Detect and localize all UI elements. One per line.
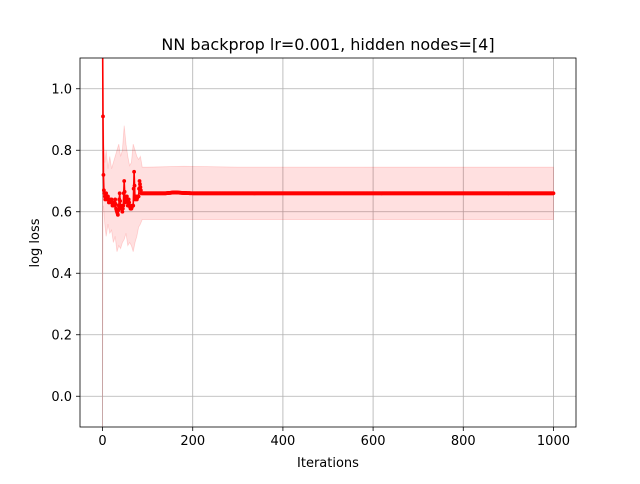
series-point bbox=[126, 197, 131, 202]
series-point bbox=[124, 194, 129, 199]
series-point bbox=[132, 183, 137, 188]
y-tick-label: 0.8 bbox=[51, 144, 72, 159]
x-axis-label: Iterations bbox=[297, 456, 359, 471]
series-point bbox=[132, 169, 137, 174]
y-tick-label: 0.4 bbox=[51, 267, 72, 282]
x-tick-label: 200 bbox=[180, 434, 205, 449]
y-tick-label: 0.0 bbox=[51, 390, 72, 405]
x-tick-label: 800 bbox=[451, 434, 476, 449]
series-point bbox=[106, 194, 110, 199]
confidence-band-layer bbox=[102, 58, 554, 427]
series-point bbox=[120, 206, 125, 211]
series-point bbox=[101, 114, 105, 119]
x-tick-label: 1000 bbox=[537, 434, 570, 449]
series-point bbox=[138, 188, 143, 193]
series-point bbox=[138, 185, 143, 190]
series-point bbox=[136, 194, 141, 199]
y-axis-label: log loss bbox=[28, 218, 43, 267]
series-point bbox=[122, 189, 127, 194]
series-point bbox=[137, 179, 142, 183]
series-point bbox=[131, 186, 136, 191]
axis-ticks: 0 200 400 600 800 1000 0.0 0.2 0.4 0.6 0.8 1.0 bbox=[51, 82, 570, 449]
plot-frame bbox=[79, 57, 577, 428]
series-point bbox=[138, 182, 142, 186]
series-point bbox=[113, 197, 118, 202]
y-tick-label: 1.0 bbox=[51, 82, 72, 97]
series-point bbox=[101, 172, 106, 177]
y-tick-label: 0.6 bbox=[51, 205, 72, 220]
x-tick-label: 400 bbox=[270, 434, 295, 449]
series-point bbox=[104, 191, 109, 196]
series-point bbox=[115, 212, 120, 217]
chart-title: NN backprop lr=0.001, hidden nodes=[4] bbox=[161, 35, 494, 54]
series-point bbox=[121, 203, 126, 208]
series-marker-layer bbox=[101, 114, 556, 217]
x-tick-label: 600 bbox=[361, 434, 386, 449]
series-point bbox=[131, 203, 136, 208]
series-point bbox=[122, 179, 127, 183]
confidence-band bbox=[102, 58, 554, 427]
series-point bbox=[113, 202, 118, 206]
series-point bbox=[101, 188, 106, 193]
grid bbox=[80, 58, 576, 427]
series-point bbox=[109, 197, 114, 202]
series-point bbox=[551, 191, 556, 196]
series-point bbox=[117, 191, 122, 196]
series-point bbox=[120, 209, 125, 214]
series-point bbox=[127, 200, 132, 205]
y-tick-label: 0.2 bbox=[51, 328, 72, 343]
series-point bbox=[118, 199, 123, 203]
x-tick-label: 0 bbox=[98, 434, 106, 449]
